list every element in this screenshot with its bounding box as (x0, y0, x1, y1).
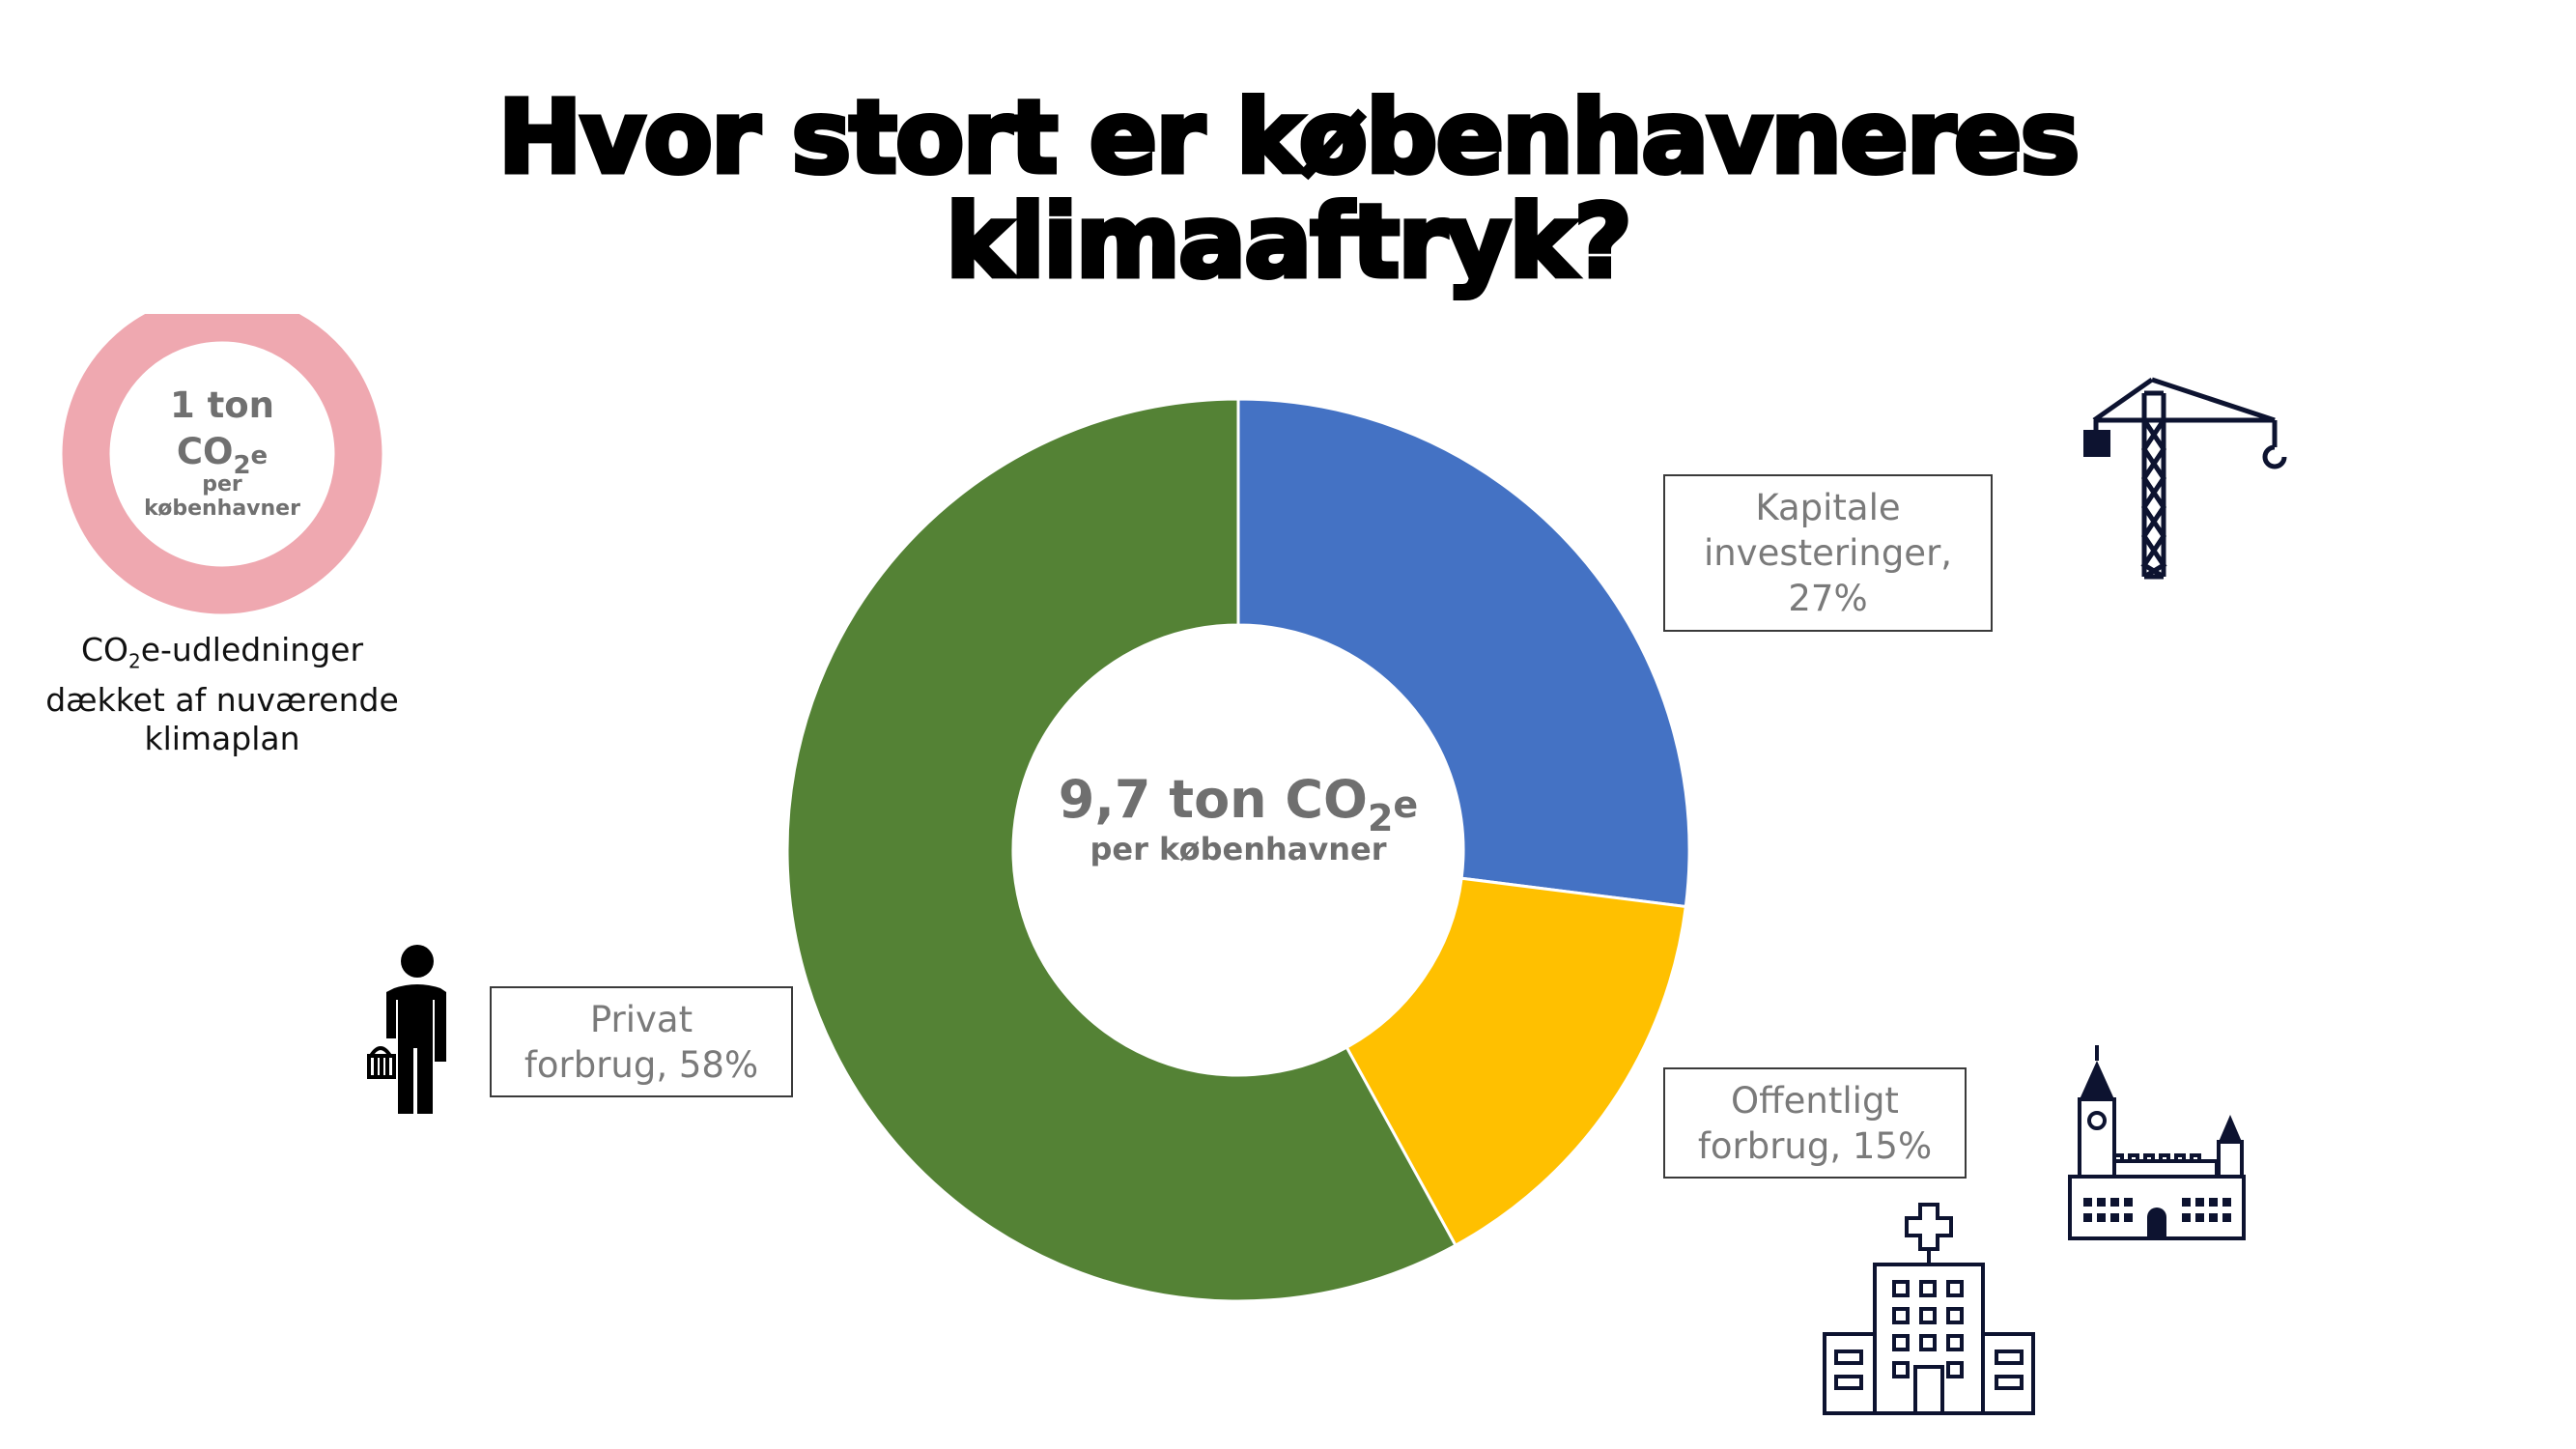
page-title: Hvor stort er københavneres klimaaftryk? (0, 78, 2576, 300)
label-line: Offentligt (1731, 1079, 1899, 1122)
title-line-1: Hvor stort er københavneres (495, 78, 2082, 196)
person-with-basket-icon (367, 945, 446, 1114)
label-kapitale-investeringer: Kapitale investeringer, 27% (1663, 474, 1993, 632)
ring-circle (62, 314, 382, 614)
ring-line-4: københavner (144, 497, 300, 521)
hospital-icon (1823, 1203, 2035, 1415)
ring-line-3: per (202, 472, 242, 497)
crane-icon (2083, 377, 2287, 580)
town-hall-icon (2068, 1045, 2246, 1240)
caption-line-2: dækket af nuværende (45, 680, 399, 719)
label-line: investeringer, (1703, 532, 1953, 574)
label-line: Kapitale (1755, 487, 1901, 528)
label-line: forbrug, 15% (1697, 1124, 1933, 1167)
caption-line-1: CO2e-udledninger (80, 631, 364, 673)
label-privat-forbrug: Privat forbrug, 58% (490, 986, 793, 1097)
center-total: 9,7 ton CO2e (1059, 769, 1418, 839)
label-line: Privat (589, 998, 694, 1040)
label-line: 27% (1788, 578, 1868, 619)
label-offentligt-forbrug: Offentligt forbrug, 15% (1663, 1067, 1967, 1179)
caption-line-3: klimaplan (144, 719, 300, 757)
ring-caption: CO2e-udledninger dækket af nuværende kli… (39, 631, 406, 758)
reference-ring: 1 ton CO2e per københavner (62, 314, 382, 614)
slice-privat-forbrug (785, 397, 1458, 1303)
ring-line-2: CO2e (177, 431, 268, 480)
slice-offentligt-forbrug (1345, 876, 1687, 1248)
donut-slices (785, 397, 1691, 1303)
title-line-2: klimaaftryk? (944, 183, 1635, 300)
ring-line-1: 1 ton (170, 384, 274, 426)
center-subtitle: per københavner (1090, 831, 1387, 867)
slice-kapitale-investeringer (1236, 397, 1691, 909)
label-line: forbrug, 58% (524, 1043, 759, 1086)
